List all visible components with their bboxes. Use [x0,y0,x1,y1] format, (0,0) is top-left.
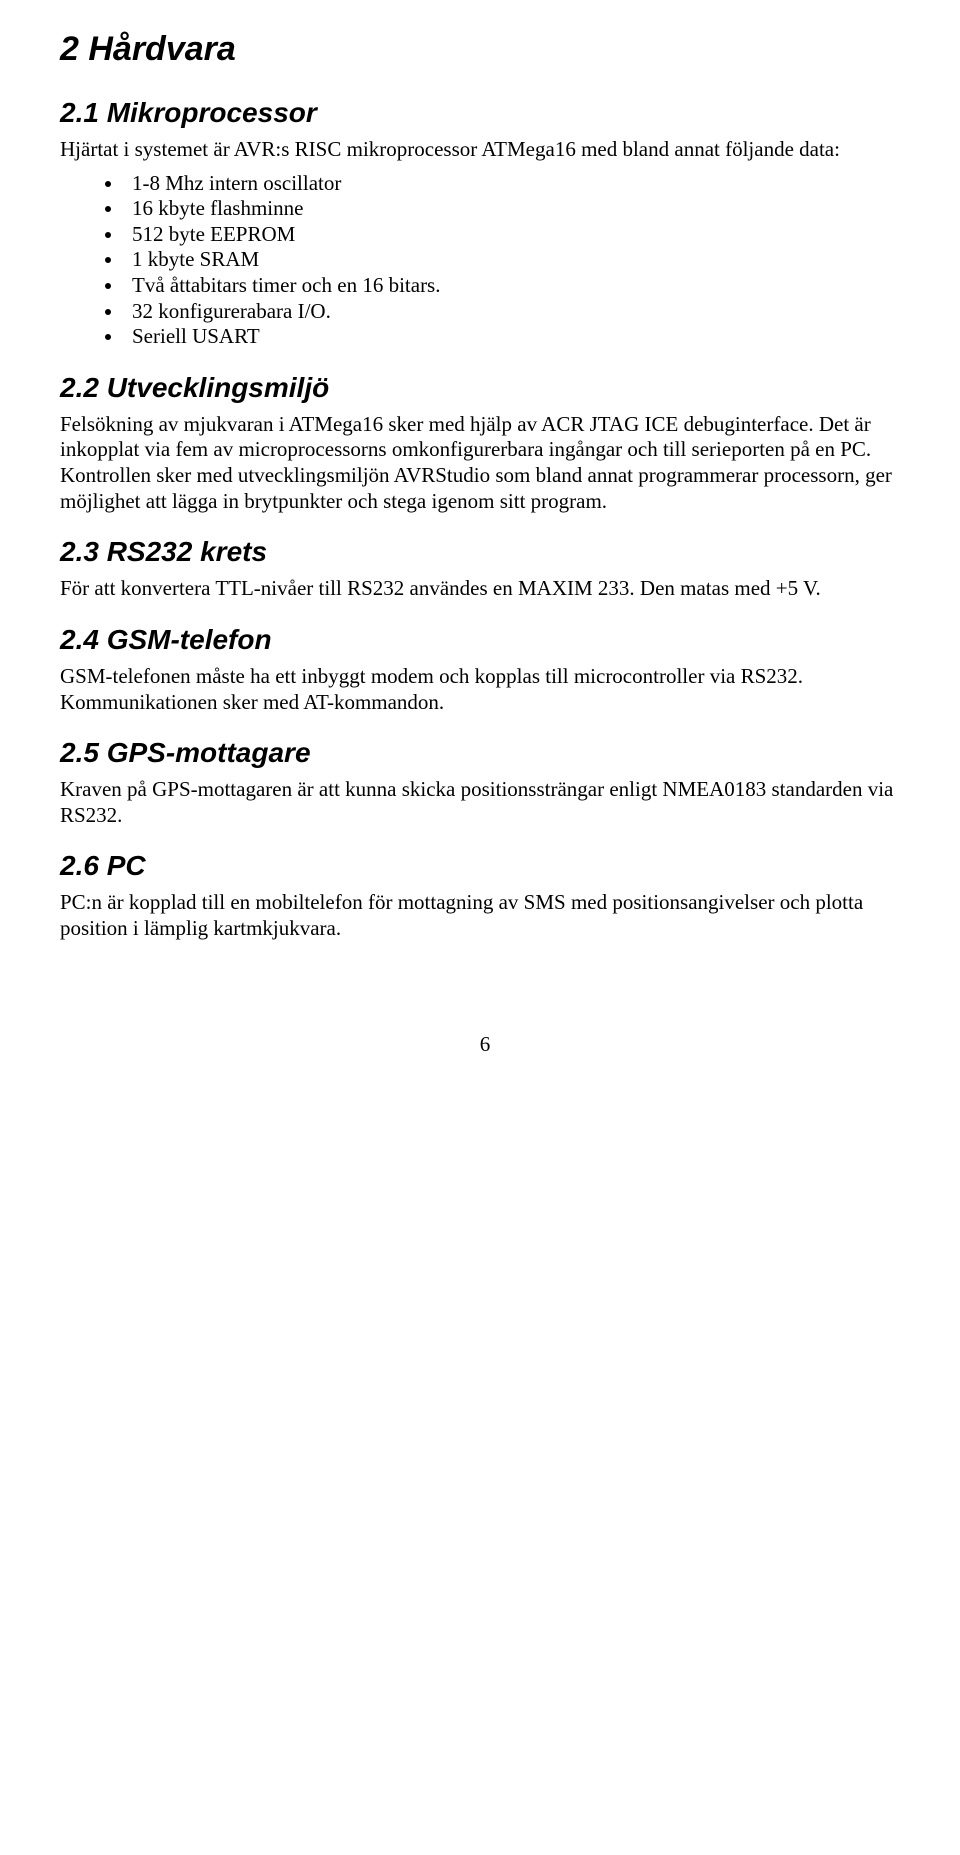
section-heading-2-2: 2.2 Utvecklingsmiljö [60,372,910,404]
list-item: 1 kbyte SRAM [124,247,910,273]
list-item: 16 kbyte flashminne [124,196,910,222]
page-number: 6 [60,1032,910,1057]
section-heading-2-3: 2.3 RS232 krets [60,536,910,568]
section-heading-2-4: 2.4 GSM-telefon [60,624,910,656]
list-item: 512 byte EEPROM [124,222,910,248]
paragraph: GSM-telefonen måste ha ett inbyggt modem… [60,664,910,715]
paragraph: Hjärtat i systemet är AVR:s RISC mikropr… [60,137,910,163]
list-item: Seriell USART [124,324,910,350]
section-heading-h1: 2 Hårdvara [60,30,910,69]
paragraph: Felsökning av mjukvaran i ATMega16 sker … [60,412,910,514]
list-item: 1-8 Mhz intern oscillator [124,171,910,197]
list-item: 32 konfigurerabara I/O. [124,299,910,325]
section-heading-2-1: 2.1 Mikroprocessor [60,97,910,129]
paragraph: Kraven på GPS-mottagaren är att kunna sk… [60,777,910,828]
paragraph: PC:n är kopplad till en mobiltelefon för… [60,890,910,941]
bullet-list: 1-8 Mhz intern oscillator 16 kbyte flash… [60,171,910,350]
section-heading-2-6: 2.6 PC [60,850,910,882]
document-page: 2 Hårdvara 2.1 Mikroprocessor Hjärtat i … [0,0,960,1117]
section-heading-2-5: 2.5 GPS-mottagare [60,737,910,769]
list-item: Två åttabitars timer och en 16 bitars. [124,273,910,299]
paragraph: För att konvertera TTL-nivåer till RS232… [60,576,910,602]
